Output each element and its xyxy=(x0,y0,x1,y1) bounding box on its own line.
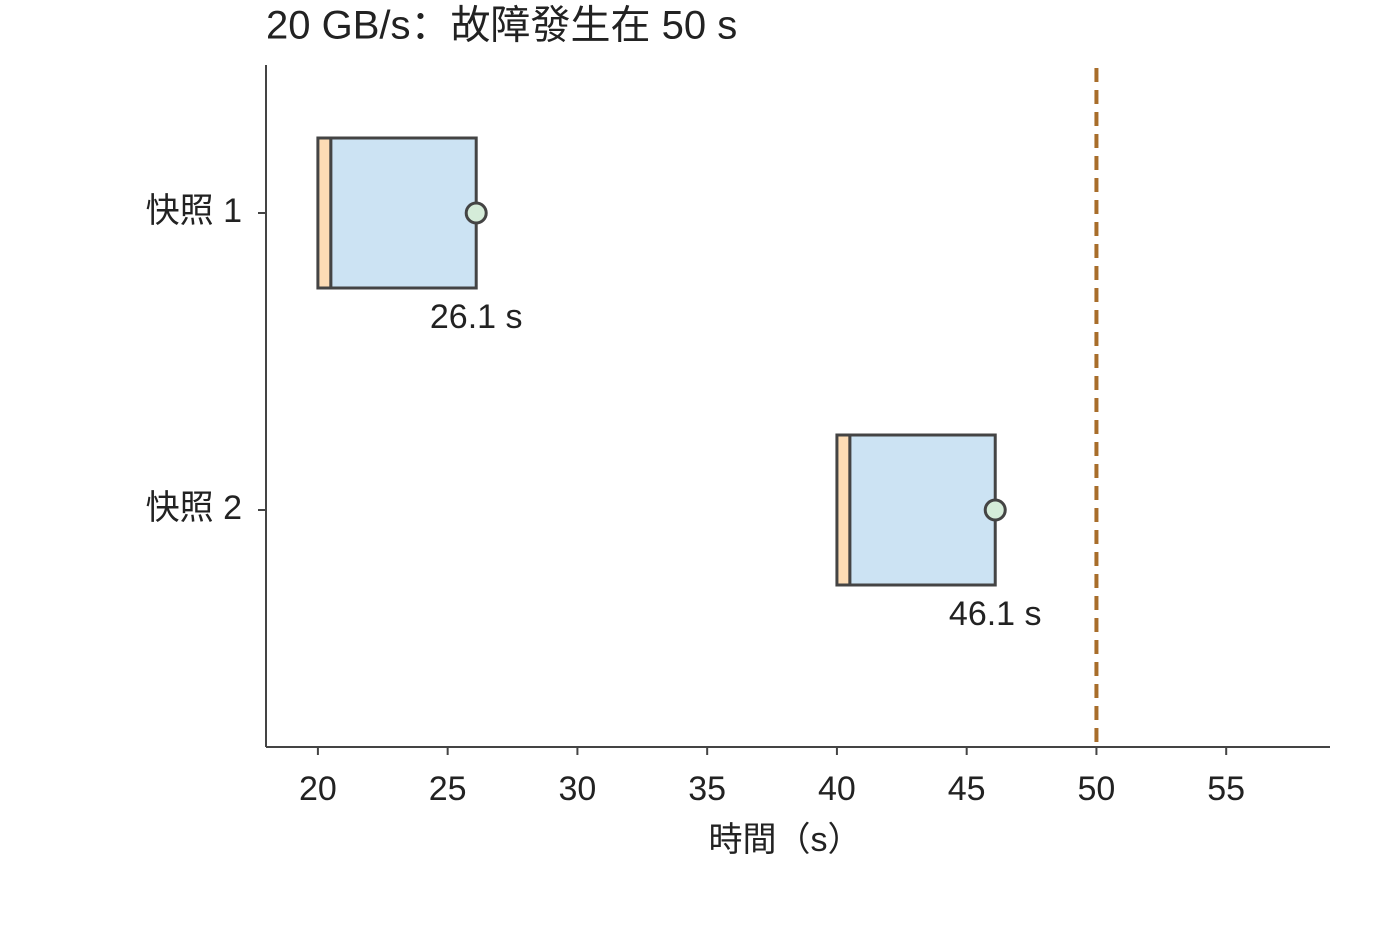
end-label: 26.1 s xyxy=(430,298,523,336)
chart-title: 20 GB/s：故障發生在 50 s xyxy=(266,4,737,48)
end-marker xyxy=(464,201,488,225)
x-tick-label: 20 xyxy=(299,770,337,808)
x-tick-label: 40 xyxy=(818,770,856,808)
bar-segment xyxy=(848,433,997,587)
y-tick-label: 快照 2 xyxy=(146,489,242,527)
x-tick-label: 50 xyxy=(1078,770,1116,808)
x-tick-label: 25 xyxy=(429,770,467,808)
x-tick-label: 35 xyxy=(688,770,726,808)
x-tick-label: 30 xyxy=(559,770,597,808)
bar-segment xyxy=(329,136,478,290)
end-label: 46.1 s xyxy=(949,595,1042,633)
bar-segment xyxy=(835,433,852,587)
x-axis-label: 時間（s） xyxy=(709,821,862,859)
x-tick-label: 55 xyxy=(1207,770,1245,808)
end-marker xyxy=(983,498,1007,522)
bar-segment xyxy=(316,136,333,290)
y-tick-label: 快照 1 xyxy=(146,192,242,230)
x-tick-label: 45 xyxy=(948,770,986,808)
